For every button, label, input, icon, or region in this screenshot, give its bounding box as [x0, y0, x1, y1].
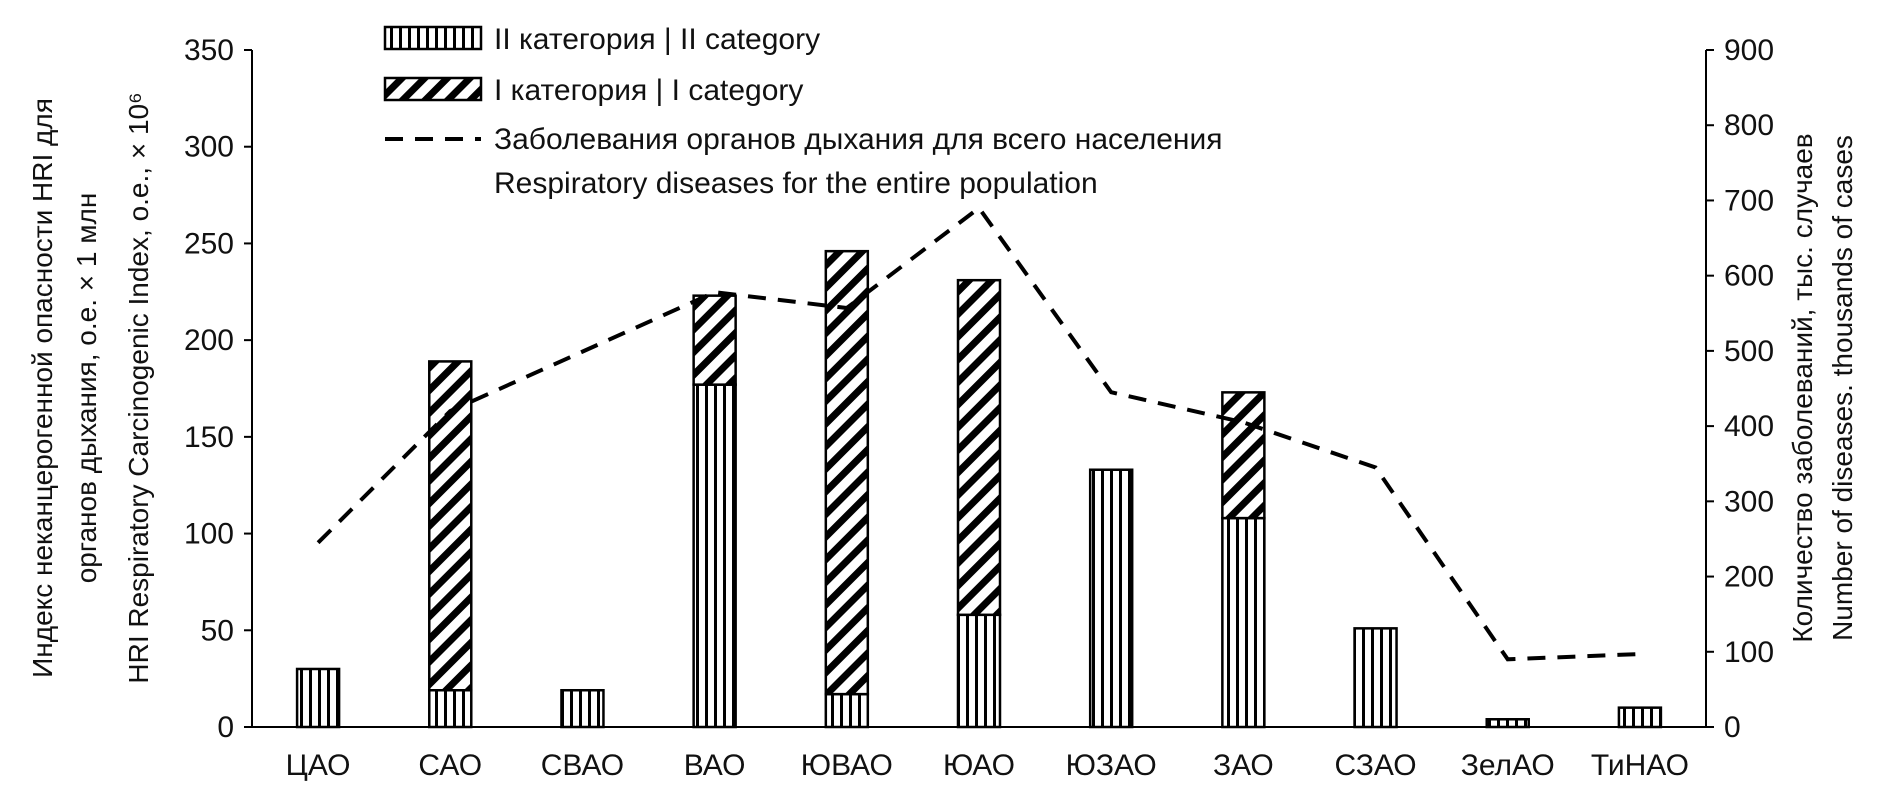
x-tick-label: СЗАО	[1334, 749, 1416, 782]
left-axis-title-line1: Индекс неканцерогенной опасности HRI для…	[27, 98, 102, 678]
right-tick-label: 400	[1724, 410, 1774, 443]
right-tick-label: 300	[1724, 485, 1774, 518]
left-tick-label: 100	[184, 518, 234, 551]
left-tick-label: 350	[184, 34, 234, 67]
left-axis-title-line1a: Индекс неканцерогенной опасности HRI для	[27, 98, 58, 678]
x-tick-label: СВАО	[541, 749, 624, 782]
legend-label-line-1: Заболевания органов дыхания для всего на…	[494, 123, 1222, 156]
x-tick-label: ЮЗАО	[1066, 749, 1157, 782]
left-tick-label: 150	[184, 421, 234, 454]
x-tick-label: САО	[418, 749, 482, 782]
bar-category-2	[1088, 468, 1134, 729]
left-tick-label: 0	[217, 711, 234, 744]
left-tick-label: 200	[184, 324, 234, 357]
bar-category-1	[956, 278, 1002, 617]
legend-label-line-2: Respiratory diseases for the entire popu…	[494, 167, 1098, 200]
right-tick-label: 100	[1724, 636, 1774, 669]
respiratory-diseases-line	[316, 205, 1640, 662]
right-tick-label: 200	[1724, 561, 1774, 594]
bar-category-2	[560, 688, 605, 729]
left-tick-label: 250	[184, 227, 234, 260]
right-axis-title-line1: Количество заболеваний, тыс. случаев	[1787, 133, 1818, 642]
bar-category-1	[1221, 391, 1266, 520]
bar-category-2	[428, 688, 473, 729]
left-tick-label: 300	[184, 131, 234, 164]
bar-category-2	[295, 667, 341, 729]
legend-label-category-1: I категория | I category	[494, 74, 803, 107]
x-tick-label: ЦАО	[286, 749, 351, 782]
right-tick-label: 800	[1724, 109, 1774, 142]
bars	[295, 249, 1663, 729]
line-series	[316, 205, 1640, 662]
legend: II категория | II category I категория | …	[383, 23, 1222, 200]
left-axis-title-line2: HRI Respiratory Carcinogenic Index, o.e.…	[123, 92, 154, 683]
legend-swatch-category-1	[383, 76, 483, 102]
bar-category-2	[1485, 718, 1530, 729]
x-tick-label: ЮВАО	[801, 749, 893, 782]
right-axis-title: Количество заболеваний, тыс. случаев Numb…	[1787, 133, 1858, 642]
x-tick-label: ТиНАО	[1591, 749, 1689, 782]
legend-swatch-category-2	[383, 25, 483, 51]
right-tick-label: 900	[1724, 34, 1774, 67]
right-tick-label: 700	[1724, 184, 1774, 217]
right-tick-label: 0	[1724, 711, 1741, 744]
right-axis-title-line2: Number of diseases. thousands of cases	[1827, 135, 1858, 641]
bar-category-2	[1617, 706, 1663, 729]
x-tick-label: ЗелАО	[1461, 749, 1555, 782]
x-tick-label: ЗАО	[1213, 749, 1274, 782]
bar-category-2	[824, 692, 870, 729]
bar-category-1	[692, 294, 737, 386]
x-tick-label: ЮАО	[943, 749, 1015, 782]
left-tick-label: 50	[201, 614, 234, 647]
right-tick-label: 500	[1724, 335, 1774, 368]
bar-category-1	[428, 360, 473, 692]
left-axis-title: Индекс неканцерогенной опасности HRI для…	[27, 92, 154, 683]
bar-category-2	[956, 613, 1002, 729]
bar-category-2	[1353, 627, 1398, 729]
left-axis-title-line1b: органов дыхания, о.е. × 1 млн	[71, 193, 102, 584]
x-tick-label: ВАО	[684, 749, 746, 782]
right-tick-label: 600	[1724, 260, 1774, 293]
labels: 0 50 100 150 200 250 300 350 0 100 200 300 400 500 600…	[27, 34, 1858, 782]
bar-category-1	[824, 249, 870, 696]
legend-label-category-2: II категория | II category	[494, 23, 820, 56]
bar-category-2	[692, 383, 737, 729]
bar-category-2	[1221, 516, 1266, 729]
